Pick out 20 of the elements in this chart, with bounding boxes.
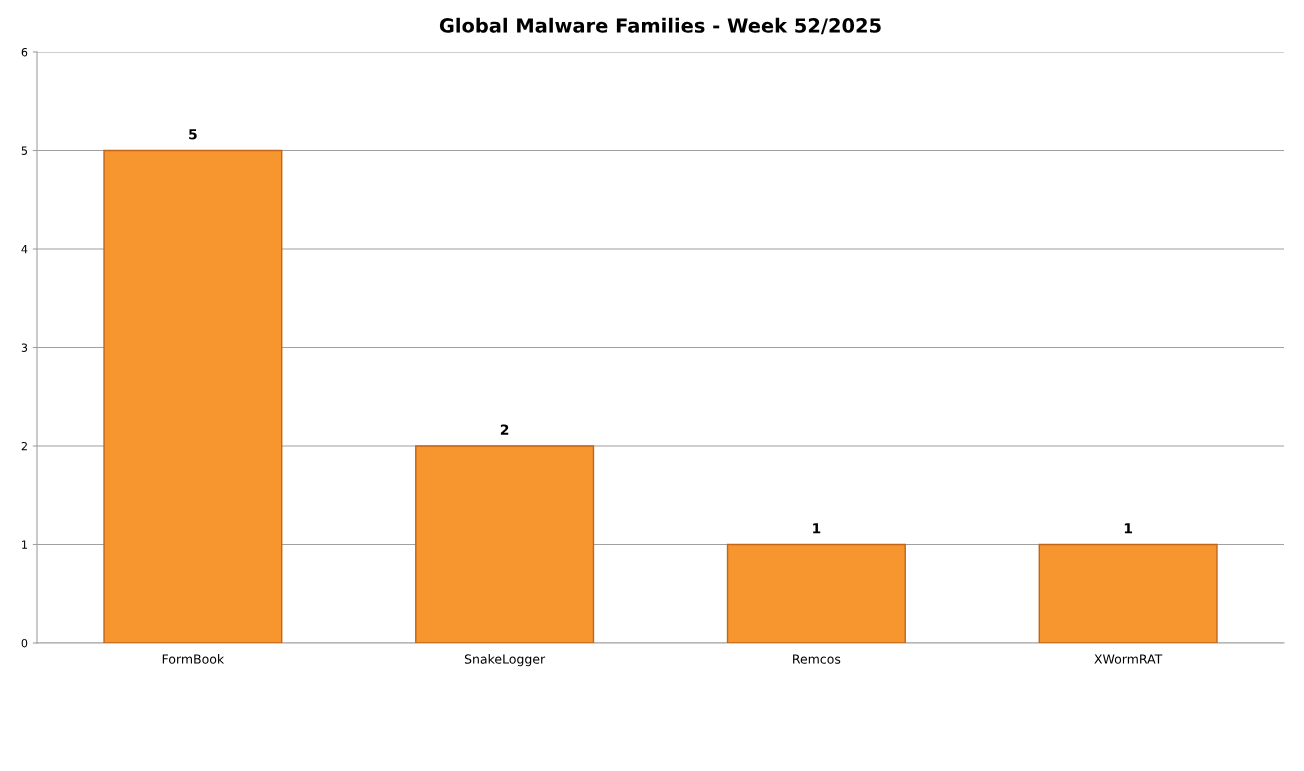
x-tick-label: SnakeLogger [464,654,546,667]
x-tick-label: FormBook [162,654,225,664]
bar [415,445,595,643]
data-label: 2 [500,424,509,435]
x-tick-label: Remcos [793,654,841,664]
y-tick-label: 1 [22,540,27,549]
bar [726,543,906,643]
bar [103,149,283,643]
y-tick-label: 2 [21,441,27,451]
bar [1038,543,1218,643]
y-tick-label: 3 [21,343,28,352]
data-label: 5 [189,129,197,140]
y-tick-label: 0 [21,638,28,648]
chart-title: Global Malware Families - Week 52/2025 [439,17,881,35]
data-label: 1 [1124,523,1132,534]
y-tick-label: 5 [21,146,27,155]
data-label: 1 [813,523,821,534]
y-tick-label: 6 [21,47,28,57]
x-tick-label: XWormRAT [1094,654,1163,664]
y-tick-label: 4 [21,245,28,254]
